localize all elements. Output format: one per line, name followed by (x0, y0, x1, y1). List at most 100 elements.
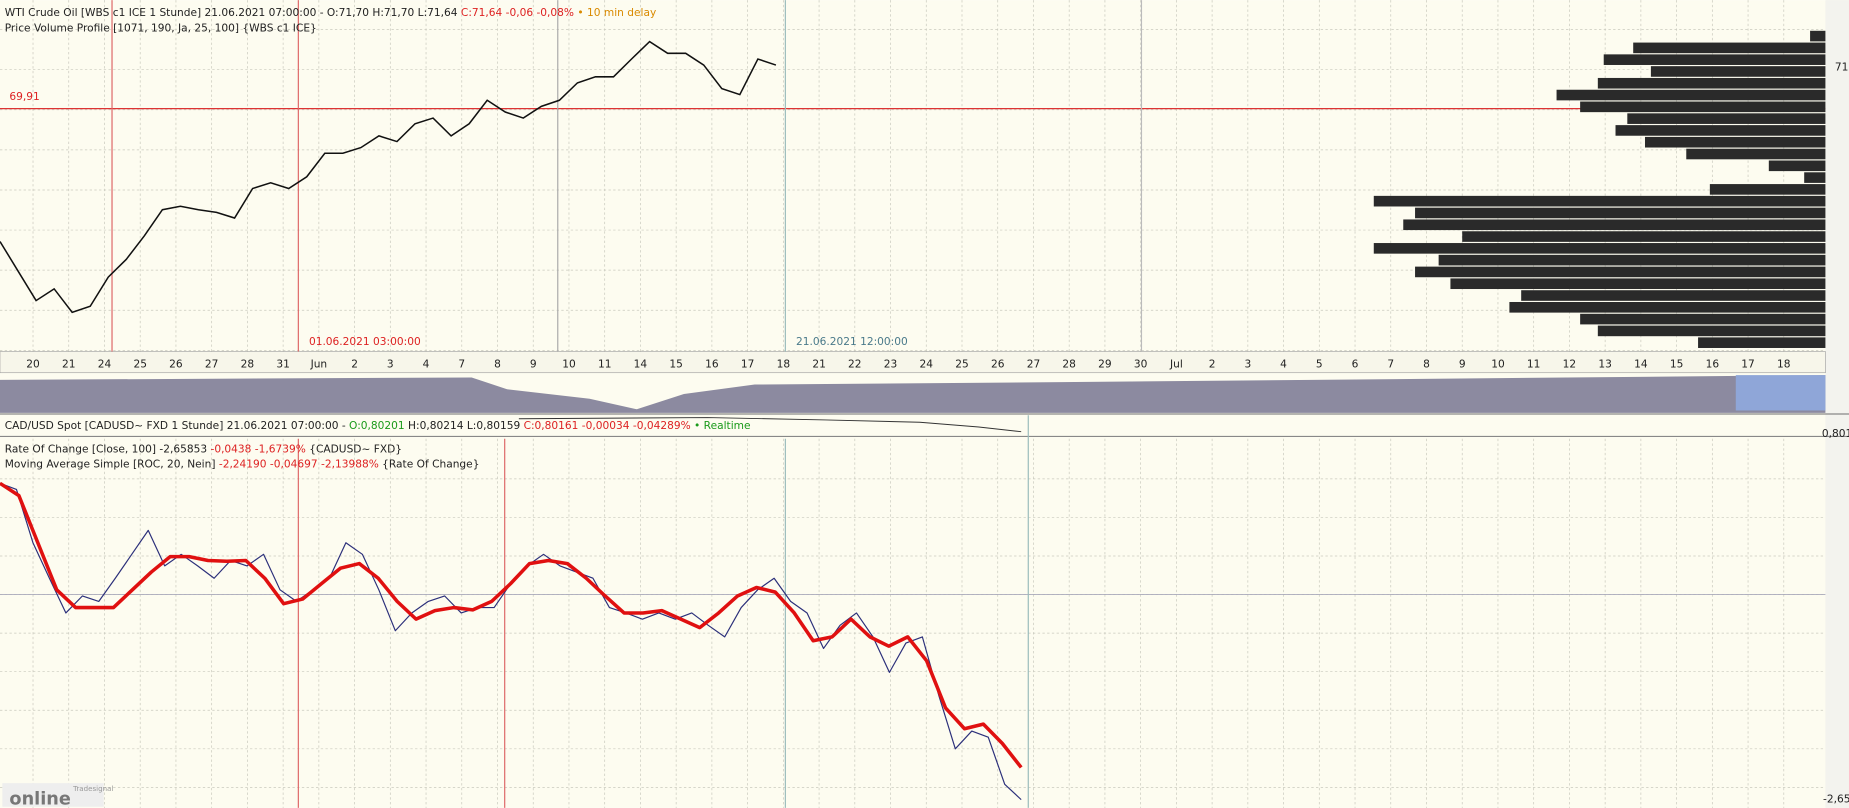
x-tick-label: 4 (1280, 357, 1287, 370)
instrument: WTI Crude Oil [WBS c1 ICE 1 Stunde] 21.0… (5, 6, 458, 19)
volume-bar (1633, 42, 1826, 54)
x-tick-label: 6 (1352, 357, 1359, 370)
x-tick-label: 21 (62, 357, 76, 370)
x-tick-label: 7 (458, 357, 465, 370)
x-tick-label: 18 (777, 357, 791, 370)
x-tick-label: 12 (1563, 357, 1577, 370)
roc-source: {CADUSD~ FXD} (309, 442, 402, 455)
volume-bar (1580, 313, 1826, 325)
x-tick-label: 9 (530, 357, 537, 370)
volume-bar (1509, 301, 1826, 313)
x-tick-label: 11 (598, 357, 612, 370)
ma-source: {Rate Of Change} (382, 458, 479, 471)
x-tick-label: 25 (955, 357, 969, 370)
volume-bar (1373, 195, 1826, 207)
ma-change: -2,24190 -0,04697 -2,13988% (219, 458, 379, 471)
x-tick-label: 15 (669, 357, 683, 370)
x-tick-label: 16 (705, 357, 719, 370)
x-tick-label: 5 (1316, 357, 1323, 370)
axis-label: -2,658 (1823, 793, 1849, 806)
x-tick-label: 9 (1459, 357, 1466, 370)
x-tick-label: 8 (494, 357, 501, 370)
roc-change: -0,0438 -1,6739% (210, 442, 305, 455)
x-tick-label: 31 (276, 357, 290, 370)
volume-bar (1810, 30, 1826, 42)
x-tick-label: 15 (1670, 357, 1684, 370)
price-axis (1825, 0, 1849, 808)
x-tick-label: 29 (1098, 357, 1112, 370)
open: O:0,80201 (349, 419, 405, 432)
volume-bar (1415, 207, 1826, 219)
volume-bar (1597, 325, 1826, 337)
volume-bar (1686, 148, 1826, 160)
x-tick-label: 18 (1777, 357, 1791, 370)
x-tick-label: 20 (26, 357, 40, 370)
x-tick-label: 25 (133, 357, 147, 370)
logo-brand: Tradesignal (72, 784, 113, 793)
volume-bar (1627, 113, 1826, 124)
volume-bar (1521, 290, 1826, 301)
x-tick-label: 3 (1244, 357, 1251, 370)
volume-bar (1709, 184, 1826, 195)
x-tick-label: 14 (1634, 357, 1648, 370)
volume-bar (1580, 101, 1826, 113)
volume-bar (1462, 231, 1826, 242)
price-line (0, 40, 777, 314)
axis-label: 0,801 (1822, 427, 1849, 440)
high-low: H:0,80214 L:0,80159 (408, 419, 520, 432)
x-tick-label: 3 (387, 357, 394, 370)
date-label: 21.06.2021 12:00:00 (796, 335, 908, 348)
x-tick-label: 27 (1027, 357, 1041, 370)
x-tick-label: 28 (1062, 357, 1076, 370)
volume-bar (1415, 266, 1826, 278)
volume-bar (1603, 54, 1826, 65)
x-tick-label: 4 (423, 357, 430, 370)
overview-window[interactable] (1735, 375, 1826, 411)
x-tick-label: 11 (1527, 357, 1541, 370)
x-tick-label: 22 (848, 357, 862, 370)
logo-product: online (9, 790, 70, 808)
volume-bar (1556, 89, 1826, 101)
x-tick-label: 23 (884, 357, 898, 370)
ma-name: Moving Average Simple [ROC, 20, Nein] (5, 458, 216, 471)
x-tick-label: 16 (1706, 357, 1720, 370)
x-tick-label: 26 (991, 357, 1005, 370)
volume-bar (1597, 77, 1826, 89)
roc-header: Rate Of Change [Close, 100] -2,65853 -0,… (5, 442, 402, 455)
volume-bar (1373, 243, 1826, 254)
x-tick-label: 21 (812, 357, 826, 370)
x-tick-label: 10 (562, 357, 576, 370)
x-tick-label: 24 (98, 357, 112, 370)
x-tick-label: 13 (1598, 357, 1612, 370)
ma-header: Moving Average Simple [ROC, 20, Nein] -2… (5, 458, 480, 471)
change: C:71,64 -0,06 -0,08% (461, 6, 574, 19)
x-tick-label: 17 (741, 357, 755, 370)
x-tick-label: 28 (241, 357, 255, 370)
overview-area (0, 375, 1826, 413)
x-tick-label: 17 (1741, 357, 1755, 370)
x-tick-label: 8 (1423, 357, 1430, 370)
x-tick-label: 10 (1491, 357, 1505, 370)
x-tick-label: 7 (1387, 357, 1394, 370)
x-tick-label: Jun (310, 357, 328, 370)
logo (2, 783, 104, 807)
ma-line (0, 481, 1023, 769)
volume-bar (1403, 219, 1826, 231)
x-tick-label: 14 (634, 357, 648, 370)
x-tick-label: 24 (920, 357, 934, 370)
volume-bar (1650, 66, 1826, 77)
volume-bar (1615, 125, 1826, 136)
volume-bar (1768, 160, 1826, 172)
volume-bar (1804, 172, 1826, 183)
x-tick-label: 27 (205, 357, 219, 370)
date-label: 01.06.2021 03:00:00 (309, 335, 421, 348)
top-header: WTI Crude Oil [WBS c1 ICE 1 Stunde] 21.0… (5, 6, 657, 19)
bottom-header: CAD/USD Spot [CADUSD~ FXD 1 Stunde] 21.0… (5, 419, 751, 432)
volume-bar (1644, 136, 1826, 148)
x-tick-label: 2 (351, 357, 358, 370)
roc-name: Rate Of Change [Close, 100] -2,65853 (5, 442, 207, 455)
volume-bar (1438, 254, 1826, 266)
status: • Realtime (694, 419, 750, 432)
